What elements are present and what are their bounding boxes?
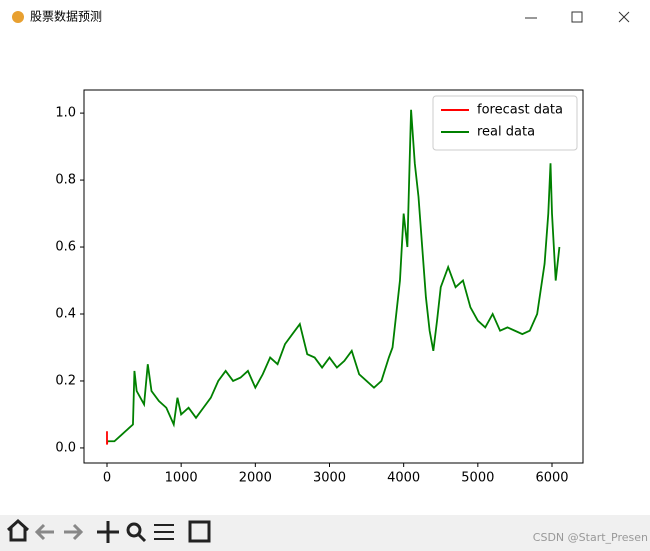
x-tick-label: 2000: [239, 471, 272, 486]
forward-button[interactable]: [64, 523, 84, 541]
x-tick-label: 1000: [165, 471, 198, 486]
maximize-button[interactable]: [571, 11, 583, 23]
plot-frame: [83, 89, 584, 464]
back-button[interactable]: [34, 523, 54, 541]
save-button[interactable]: [188, 520, 211, 543]
x-tick-label: 6000: [535, 471, 568, 486]
app-icon: [12, 11, 24, 23]
watermark: CSDN @Start_Presen: [533, 531, 648, 544]
window-title: 股票数据预测: [30, 9, 102, 24]
subplots-button[interactable]: [154, 524, 174, 540]
y-tick-label: 0.8: [55, 173, 76, 188]
x-tick-label: 4000: [387, 471, 420, 486]
y-tick-label: 1.0: [55, 106, 76, 121]
plot: 0 1000 2000 3000 4000 5000 6000 0.0 0.2 0.4 0.6 0.8…: [55, 95, 578, 486]
legend-label: forecast data: [477, 103, 563, 118]
zoom-button[interactable]: [126, 522, 142, 538]
x-tick-label: 3000: [313, 471, 346, 486]
home-button[interactable]: [6, 518, 30, 542]
legend-label: real data: [477, 125, 535, 140]
data-line: [106, 109, 561, 443]
close-button[interactable]: [618, 11, 630, 23]
y-tick-label: 0.6: [55, 240, 76, 255]
pan-button[interactable]: [97, 521, 119, 543]
zoom-handle: [136, 532, 147, 543]
y-tick-label: 0.4: [55, 307, 76, 322]
x-tick-label: 0: [103, 471, 111, 486]
y-tick-label: 0.0: [55, 440, 76, 455]
y-tick-label: 0.2: [55, 373, 76, 388]
x-tick-label: 5000: [461, 471, 494, 486]
